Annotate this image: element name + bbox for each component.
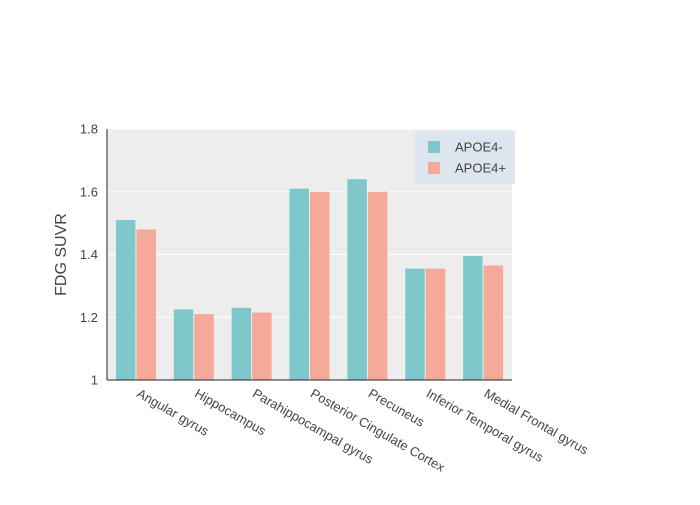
bar[interactable]: [310, 191, 330, 380]
y-tick-label: 1.4: [80, 247, 98, 262]
bar[interactable]: [231, 307, 252, 380]
bar[interactable]: [463, 256, 483, 380]
y-tick-labels: 1 1.2 1.4 1.6 1.8: [80, 122, 98, 388]
bar[interactable]: [194, 314, 214, 380]
axes: [106, 129, 512, 381]
y-tick-label: 1.8: [80, 122, 98, 137]
bar[interactable]: [405, 268, 425, 380]
legend[interactable]: APOE4- APOE4+: [415, 131, 515, 184]
legend-swatch: [428, 141, 440, 153]
legend-label: APOE4+: [455, 161, 506, 176]
legend-background: [415, 131, 515, 184]
legend-label: APOE4-: [455, 140, 503, 155]
bar[interactable]: [289, 188, 310, 380]
bar[interactable]: [252, 312, 272, 380]
bar[interactable]: [483, 265, 504, 380]
bar[interactable]: [136, 229, 156, 380]
y-axis-title: FDG SUVR: [53, 213, 70, 296]
bars: [115, 179, 504, 380]
legend-items: APOE4- APOE4+: [428, 140, 506, 176]
legend-swatch: [428, 162, 440, 174]
x-tick-labels: Angular gyrusHippocampusParahippocampal …: [134, 386, 591, 475]
y-tick-label: 1.2: [80, 310, 98, 325]
y-tick-label: 1.6: [80, 184, 98, 199]
bar[interactable]: [425, 268, 446, 380]
y-tick-label: 1: [91, 373, 98, 388]
bar[interactable]: [347, 179, 367, 380]
bar[interactable]: [173, 309, 194, 380]
bar[interactable]: [367, 191, 388, 380]
bar[interactable]: [115, 219, 136, 380]
